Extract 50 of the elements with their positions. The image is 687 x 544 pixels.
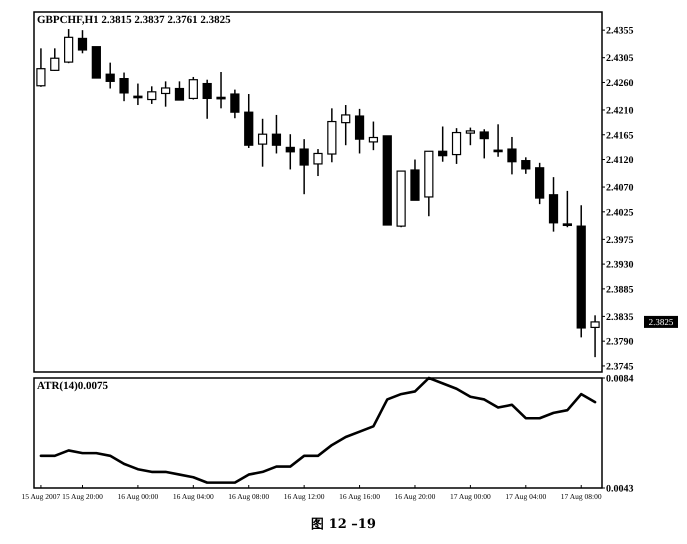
y-tick-label: 2.3885 xyxy=(606,284,634,296)
y-tick-label: 2.3745 xyxy=(606,361,634,372)
candlestick xyxy=(78,29,88,54)
candlestick xyxy=(341,104,350,146)
candlestick xyxy=(174,80,184,101)
y-tick-label: 0.0043 xyxy=(606,484,634,494)
y-tick-label: 2.4070 xyxy=(606,182,634,194)
y-tick-label: 2.4120 xyxy=(606,155,634,166)
candlestick xyxy=(368,120,378,151)
chart-title: ATR(14)0.0075 xyxy=(37,380,108,392)
y-tick-label: 0.0084 xyxy=(606,374,634,384)
candlestick xyxy=(258,118,268,168)
y-tick-label: 2.4355 xyxy=(606,26,634,37)
candlestick xyxy=(50,48,60,72)
candlestick xyxy=(230,88,240,119)
candlestick xyxy=(562,190,572,228)
candlestick xyxy=(133,82,143,106)
candlestick xyxy=(354,108,364,154)
candlestick xyxy=(36,48,46,88)
y-tick-label: 2.4210 xyxy=(606,105,634,116)
candlestick xyxy=(216,71,226,110)
candlestick xyxy=(480,128,489,160)
candlestick xyxy=(521,156,530,175)
text: 2.3825 xyxy=(648,317,674,328)
y-tick-label: 2.4260 xyxy=(606,78,634,89)
candlestick xyxy=(313,148,323,177)
chart-title: GBPCHF,H1 2.3815 2.3837 2.3761 2.3825 xyxy=(37,14,232,26)
candlestick xyxy=(452,127,462,165)
y-tick-label: 2.3790 xyxy=(606,336,634,348)
candlestick xyxy=(300,138,309,195)
candlestick xyxy=(188,76,198,100)
candlestick xyxy=(466,126,476,146)
caption: 图 12 –19 xyxy=(311,517,376,532)
candlestick xyxy=(272,114,282,154)
y-tick-label: 2.3835 xyxy=(606,312,634,323)
candlestick xyxy=(119,72,129,102)
candlestick xyxy=(202,78,212,120)
candlestick xyxy=(286,133,295,170)
candlestick xyxy=(160,80,170,108)
y-tick-label: 2.4025 xyxy=(606,207,634,218)
candlestick xyxy=(590,314,600,358)
y-tick-label: 2.3930 xyxy=(606,260,634,271)
candlestick xyxy=(507,136,517,176)
candlestick xyxy=(106,62,115,90)
y-tick-label: 2.4165 xyxy=(606,130,634,142)
candlestick xyxy=(493,124,503,158)
candlestick xyxy=(147,86,156,105)
candlestick xyxy=(438,126,448,162)
y-tick-label: 2.4305 xyxy=(606,53,634,64)
y-tick-label: 2.3975 xyxy=(606,234,634,246)
